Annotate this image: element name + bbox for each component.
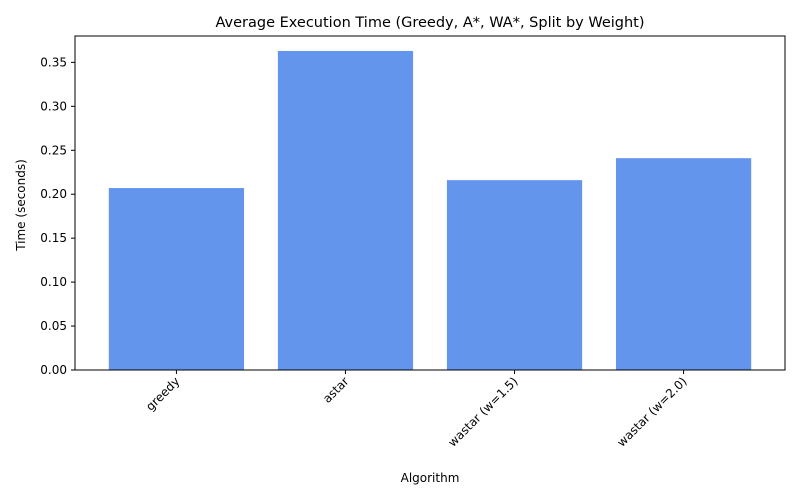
- y-tick-label-0: 0.00: [40, 363, 67, 377]
- bar-1: [277, 50, 414, 370]
- plot-frame: [74, 35, 786, 371]
- y-tick-label-5: 0.25: [40, 143, 67, 157]
- y-tick-label-7: 0.35: [40, 55, 67, 69]
- x-tick-label-1: astar: [320, 374, 352, 406]
- x-tick-label-2: wastar (w=1.5): [445, 374, 520, 449]
- bar-3: [615, 158, 752, 370]
- y-tick-label-6: 0.30: [40, 99, 67, 113]
- x-axis: greedy astar wastar (w=1.5) wastar (w=2.0): [143, 370, 690, 450]
- bars-group: [108, 50, 752, 370]
- x-tick-label-3: wastar (w=2.0): [614, 374, 689, 449]
- chart-title: Average Execution Time (Greedy, A*, WA*,…: [215, 15, 644, 31]
- y-tick-label-2: 0.10: [40, 275, 67, 289]
- y-tick-label-3: 0.15: [40, 231, 67, 245]
- y-axis: 0.00 0.05 0.10 0.15 0.20 0.25 0.30 0.35: [40, 55, 75, 377]
- y-tick-label-4: 0.20: [40, 187, 67, 201]
- y-axis-label: Time (seconds): [14, 159, 28, 252]
- x-tick-label-0: greedy: [143, 374, 182, 413]
- bar-0: [108, 188, 245, 370]
- bar-2: [446, 180, 583, 370]
- x-axis-label: Algorithm: [401, 471, 460, 485]
- y-tick-label-1: 0.05: [40, 319, 67, 333]
